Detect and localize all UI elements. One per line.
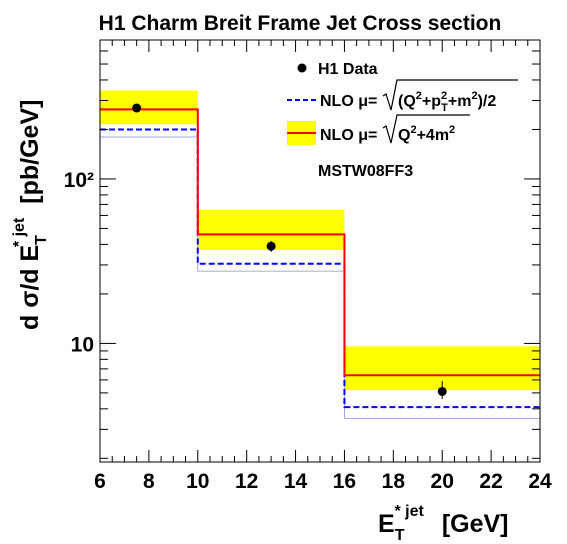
y-axis-label-sup: * jet — [11, 217, 28, 247]
nlo2-band-bin-1 — [100, 90, 198, 125]
svg-text:ET* jet[GeV]: ET * jet [GeV] — [378, 503, 509, 544]
legend-nlo2-sqrt — [382, 114, 470, 144]
nlo2-step-line — [100, 108, 540, 377]
legend-nlo2-prefix: NLO μ= — [320, 127, 377, 144]
data-point-1 — [132, 103, 142, 113]
x-tick-label: 14 — [284, 470, 308, 493]
x-tick-label: 18 — [382, 470, 406, 493]
x-tick-label: 10 — [186, 470, 209, 493]
legend-nlo1-label: NLO μ= (Q2+p2 T+m2)/2 — [320, 79, 518, 114]
legend-nlo1-prefix: NLO μ= — [320, 93, 377, 110]
y-tick-label: 10 — [71, 333, 94, 356]
legend-nlo2-label: NLO μ= Q2+4m2 — [320, 114, 470, 144]
x-tick-label: 12 — [235, 470, 258, 493]
x-axis-label: ET * jet [GeV] — [378, 503, 509, 544]
data-point-3 — [437, 386, 447, 396]
y-axis-label-main: d σ/d E — [16, 245, 44, 330]
legend-nlo1-formula: (Q2+p2 T+m2)/2 — [398, 90, 496, 114]
nlo1-step-line — [100, 128, 540, 409]
chart-title: H1 Charm Breit Frame Jet Cross section — [99, 12, 502, 35]
data-point-2 — [266, 241, 276, 251]
x-axis-label-main: E — [378, 510, 395, 538]
x-tick-label: 22 — [479, 470, 502, 493]
x-tick-label: 24 — [528, 470, 552, 493]
y-axis-label-sub: T — [33, 235, 50, 245]
x-axis-label-sup: * jet — [394, 503, 424, 520]
y-axis-label-unit: [pb/GeV] — [16, 100, 44, 204]
x-tick-label: 16 — [333, 470, 356, 493]
x-tick-label: 8 — [143, 470, 155, 493]
legend-nlo2-formula: Q2+4m2 — [398, 124, 455, 144]
y-tick-label: 10² — [64, 169, 94, 192]
legend-data-marker — [297, 63, 307, 73]
svg-text:d σ/d ET* jet[pb/GeV]: d σ/d ET * jet [pb/GeV] — [11, 100, 50, 330]
legend-note: MSTW08FF3 — [318, 163, 413, 180]
x-axis-label-sub: T — [395, 527, 405, 544]
x-tick-label: 20 — [431, 470, 454, 493]
legend-nlo1-sqrt — [382, 79, 518, 111]
legend: H1 Data NLO μ= (Q2+p2 T+m2)/2 NLO μ= Q2+4… — [287, 61, 518, 180]
x-axis-label-unit: [GeV] — [442, 510, 509, 538]
y-axis-label: d σ/d ET * jet [pb/GeV] — [11, 100, 50, 330]
x-tick-label: 6 — [94, 470, 106, 493]
legend-data-label: H1 Data — [318, 61, 378, 78]
